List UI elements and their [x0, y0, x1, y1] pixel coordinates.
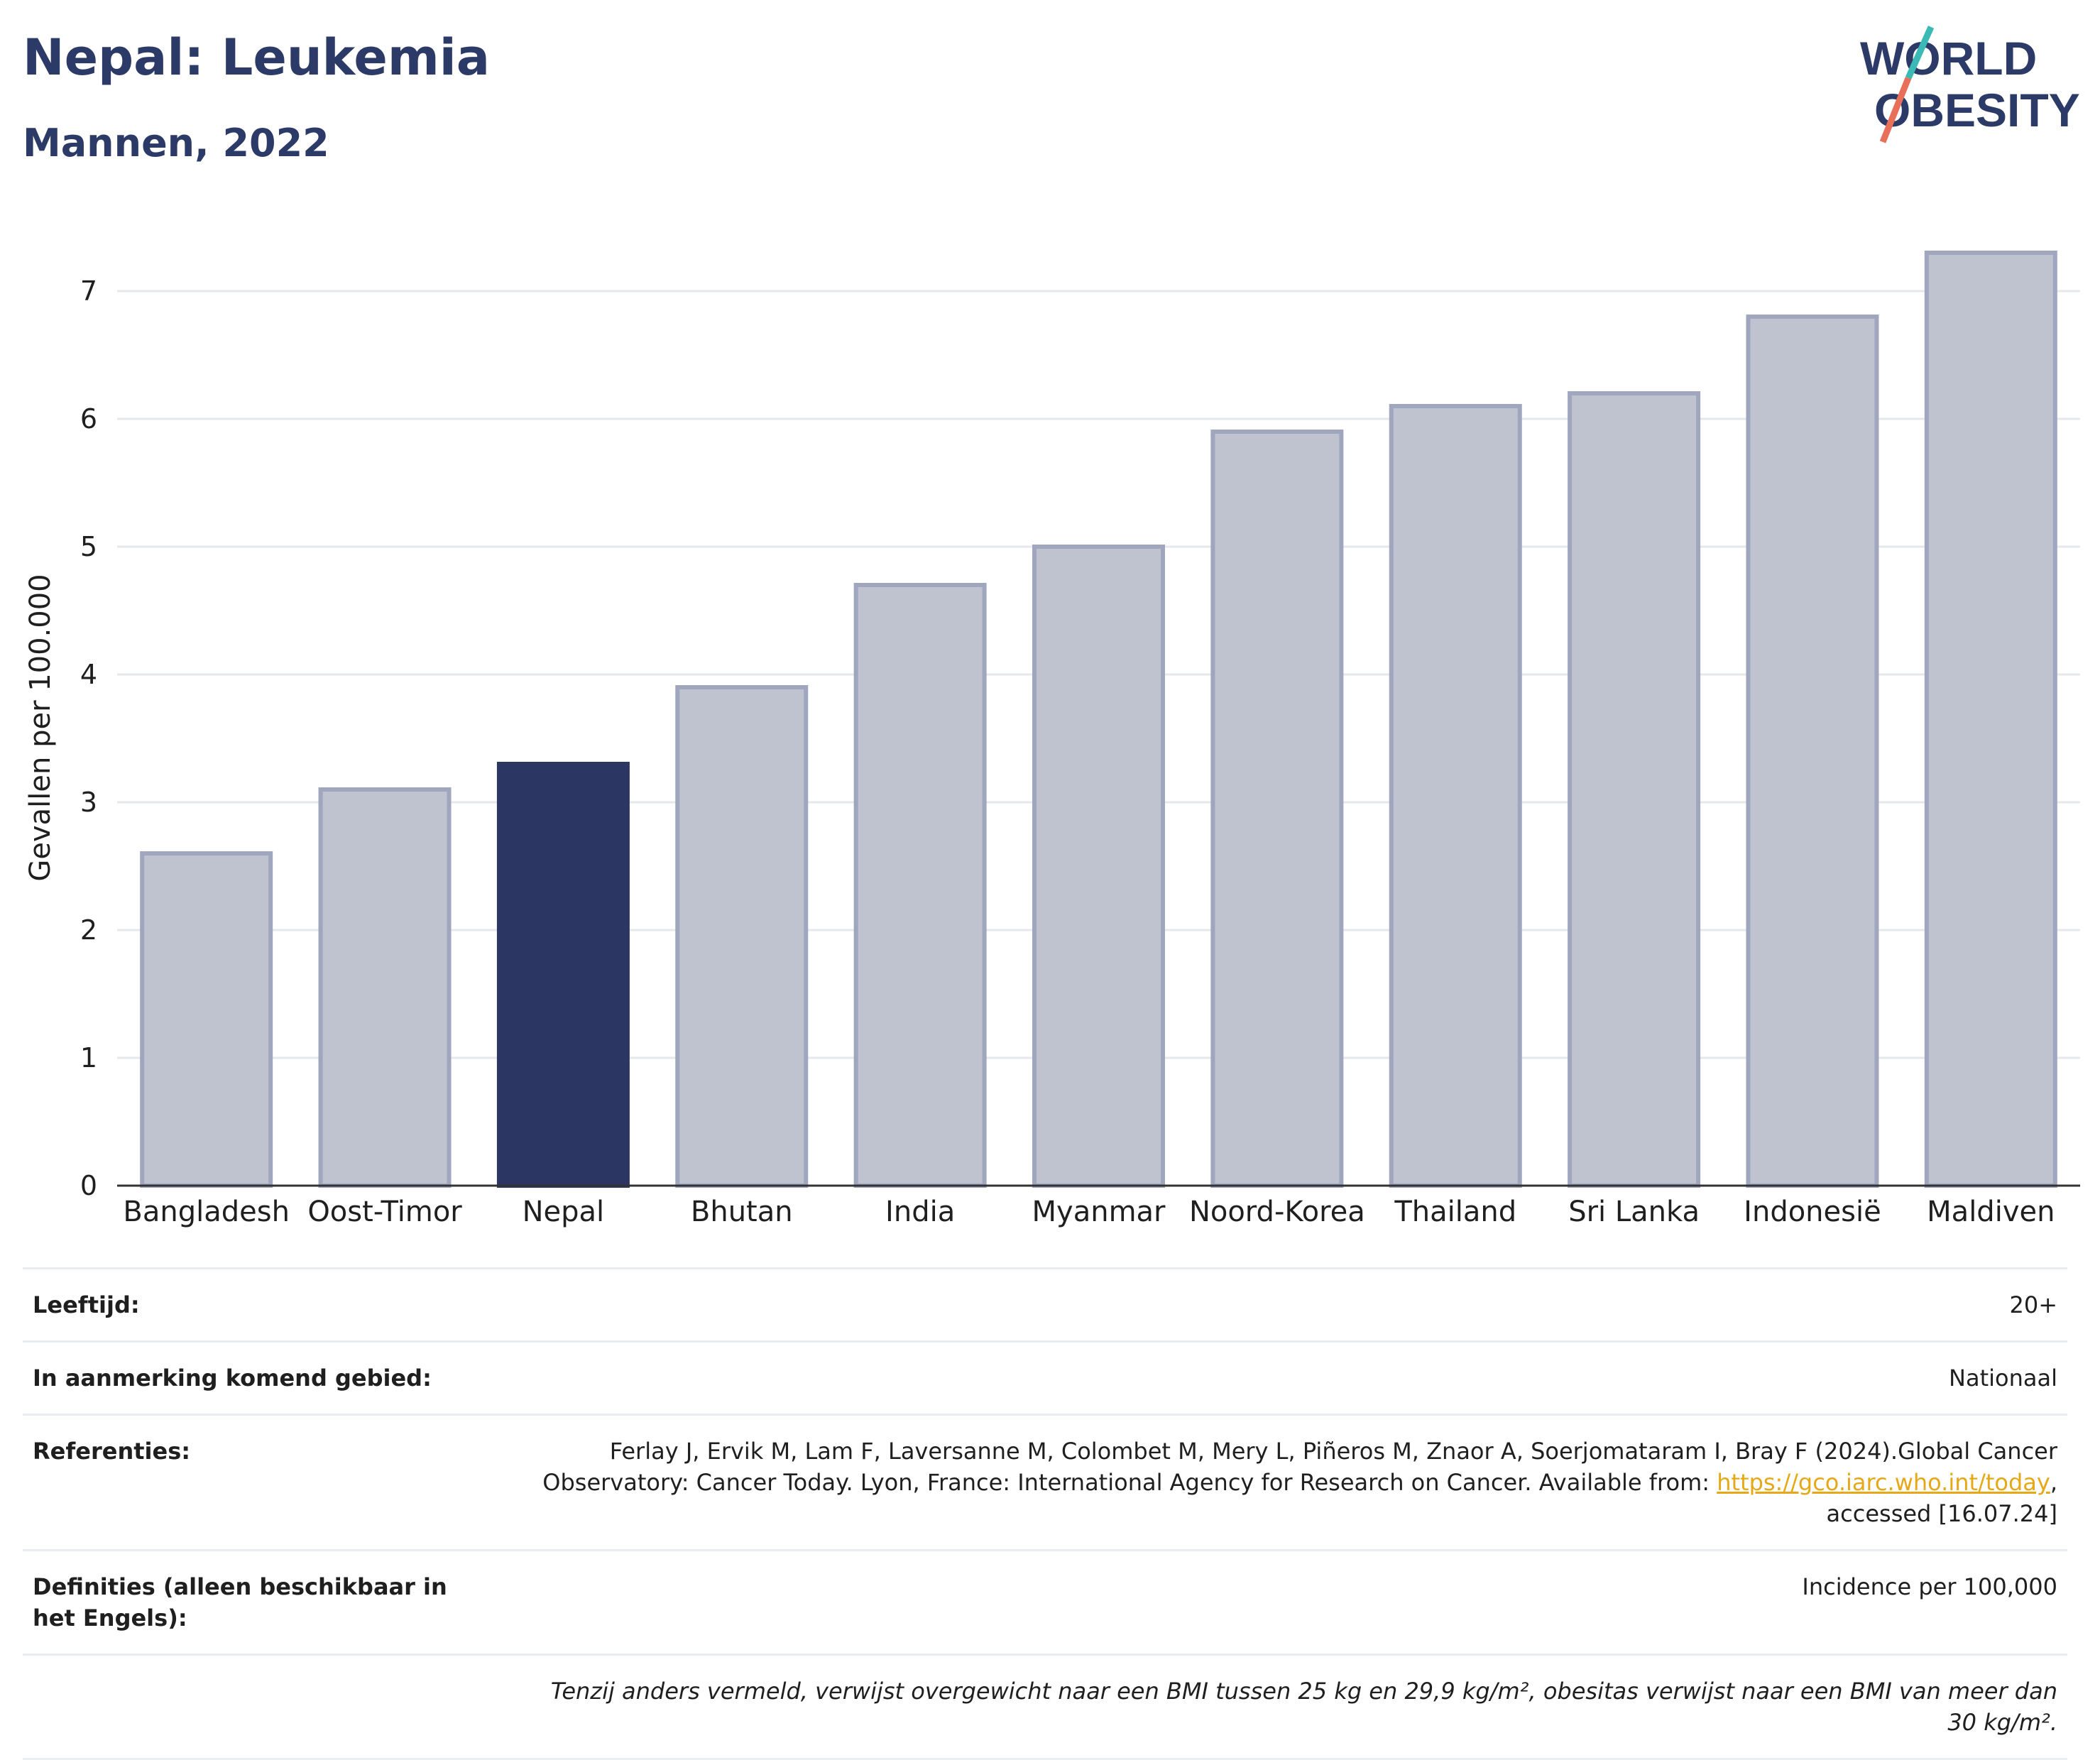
logo-slash-teal [1905, 26, 1935, 80]
y-tick-label: 0 [80, 1170, 97, 1201]
x-tick-label: Bhutan [691, 1196, 793, 1228]
definitions-label: Definities (alleen beschikbaar in het En… [33, 1573, 447, 1631]
x-tick-label: Thailand [1394, 1196, 1516, 1228]
y-tick-label: 2 [80, 914, 97, 946]
logo-line1: WORLD [1860, 32, 2037, 84]
x-tick-labels: Bangladesh Oost-Timor Nepal Bhutan India Myan… [123, 1196, 2055, 1228]
references-label: Referenties: [33, 1438, 191, 1465]
references-link[interactable]: https://gco.iarc.who.int/today [1717, 1469, 2050, 1496]
references-accessed: , accessed [16.07.24] [1826, 1469, 2057, 1527]
bar-chart: 0 1 2 3 4 5 6 7 Bangladesh Oost-Timor Nepal Bhutan… [24, 251, 2080, 1228]
references-value: Ferlay J, Ervik M, Lam F, Laversanne M, … [531, 1436, 2057, 1529]
age-label: Leeftijd: [33, 1291, 140, 1318]
x-tick-label: Myanmar [1032, 1196, 1166, 1228]
meta-row-definitions: Definities (alleen beschikbaar in het En… [23, 1549, 2067, 1654]
area-label: In aanmerking komend gebied: [33, 1365, 432, 1392]
x-tick-label: Maldiven [1927, 1196, 2055, 1228]
x-tick-label: Noord-Korea [1189, 1196, 1365, 1228]
x-tick-label: India [885, 1196, 955, 1228]
y-tick-label: 5 [80, 531, 97, 562]
bars [140, 251, 2057, 1188]
y-tick-label: 7 [80, 275, 97, 307]
footnote: Tenzij anders vermeld, verwijst overgewi… [550, 1678, 2057, 1736]
page-title: Nepal: Leukemia [23, 28, 490, 87]
age-value: 20+ [2009, 1291, 2057, 1318]
y-tick-label: 3 [80, 787, 97, 818]
y-tick-label: 4 [80, 659, 97, 690]
world-obesity-logo: WORLD OBESITY [1860, 26, 2080, 143]
bar-thailand [1389, 404, 1522, 1188]
bar-noord-korea [1210, 430, 1344, 1188]
bar-bangladesh [140, 851, 273, 1188]
bar-oost-timor [318, 787, 452, 1188]
x-tick-label: Sri Lanka [1568, 1196, 1700, 1228]
bar-india [853, 583, 987, 1188]
area-value: Nationaal [1949, 1365, 2057, 1392]
bar-myanmar [1032, 545, 1165, 1188]
meta-row-age: Leeftijd: 20+ [23, 1267, 2067, 1340]
bar-nepal [496, 762, 630, 1188]
bar-indonesi- [1746, 315, 1879, 1188]
y-tick-label: 6 [80, 403, 97, 434]
meta-row-note: Tenzij anders vermeld, verwijst overgewi… [23, 1654, 2067, 1758]
x-tick-label: Oost-Timor [307, 1196, 462, 1228]
metadata-table: Leeftijd: 20+ In aanmerking komend gebie… [23, 1267, 2067, 1760]
bar-sri-lanka [1568, 391, 1701, 1188]
references-text: Ferlay J, Ervik M, Lam F, Laversanne M, … [542, 1438, 2057, 1496]
bar-bhutan [675, 685, 809, 1188]
definitions-value: Incidence per 100,000 [1802, 1573, 2057, 1600]
y-tick-label: 1 [80, 1042, 97, 1073]
logo-line2: OBESITY [1874, 84, 2080, 136]
logo-slash-coral [1879, 77, 1912, 143]
meta-row-references: Referenties: Ferlay J, Ervik M, Lam F, L… [23, 1414, 2067, 1549]
y-axis-title: Gevallen per 100.000 [24, 574, 57, 881]
x-tick-label: Indonesië [1744, 1196, 1881, 1228]
meta-row-area: In aanmerking komend gebied: Nationaal [23, 1340, 2067, 1414]
x-tick-label: Bangladesh [123, 1196, 290, 1228]
bar-maldiven [1924, 251, 2057, 1188]
y-tick-labels: 0 1 2 3 4 5 6 7 [80, 275, 97, 1201]
x-tick-label: Nepal [523, 1196, 605, 1228]
page-subtitle: Mannen, 2022 [23, 121, 329, 165]
